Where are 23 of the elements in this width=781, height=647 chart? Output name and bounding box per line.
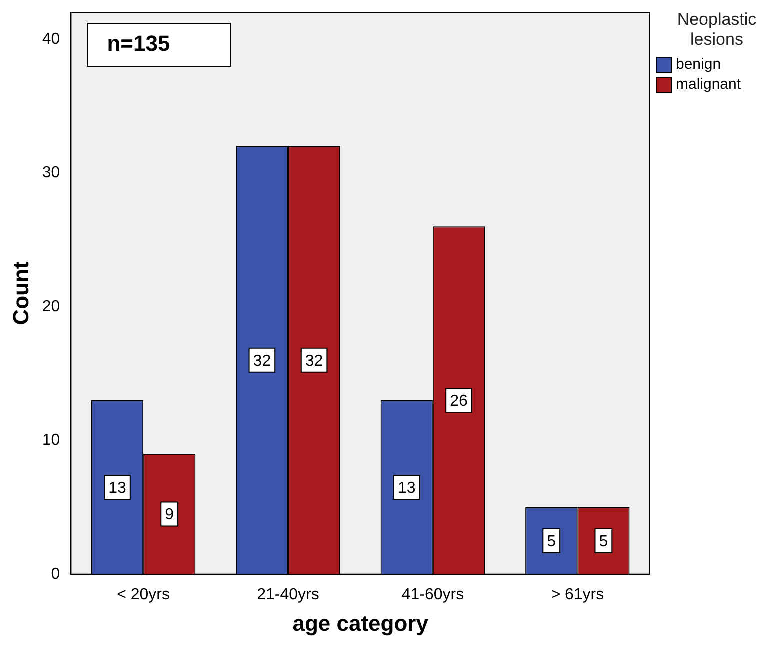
- y-tick-label: 0: [51, 566, 60, 583]
- legend-label: malignant: [676, 76, 742, 93]
- data-label: 5: [547, 533, 556, 550]
- data-label: 32: [305, 352, 324, 370]
- x-tick-label: < 20yrs: [117, 586, 170, 604]
- annotation: n=135: [107, 30, 170, 57]
- y-tick-label: 40: [42, 30, 60, 48]
- x-tick-label: 21-40yrs: [257, 586, 320, 604]
- y-tick-label: 30: [42, 164, 60, 182]
- data-label: 13: [398, 480, 416, 497]
- data-label: 9: [165, 506, 174, 524]
- x-tick-label: 41-60yrs: [402, 586, 464, 604]
- data-label: 5: [599, 533, 608, 550]
- data-label: 26: [450, 392, 468, 410]
- data-label: 32: [253, 352, 272, 370]
- x-tick-label: > 61yrs: [551, 586, 604, 604]
- y-axis-title: Count: [8, 261, 34, 326]
- legend-title: Neoplastic lesions: [676, 10, 758, 50]
- y-tick-label: 10: [42, 432, 60, 450]
- y-tick-label: 20: [42, 298, 60, 316]
- x-axis-title: age category: [292, 610, 430, 636]
- legend-label: benign: [676, 56, 722, 73]
- data-label: 13: [108, 480, 126, 497]
